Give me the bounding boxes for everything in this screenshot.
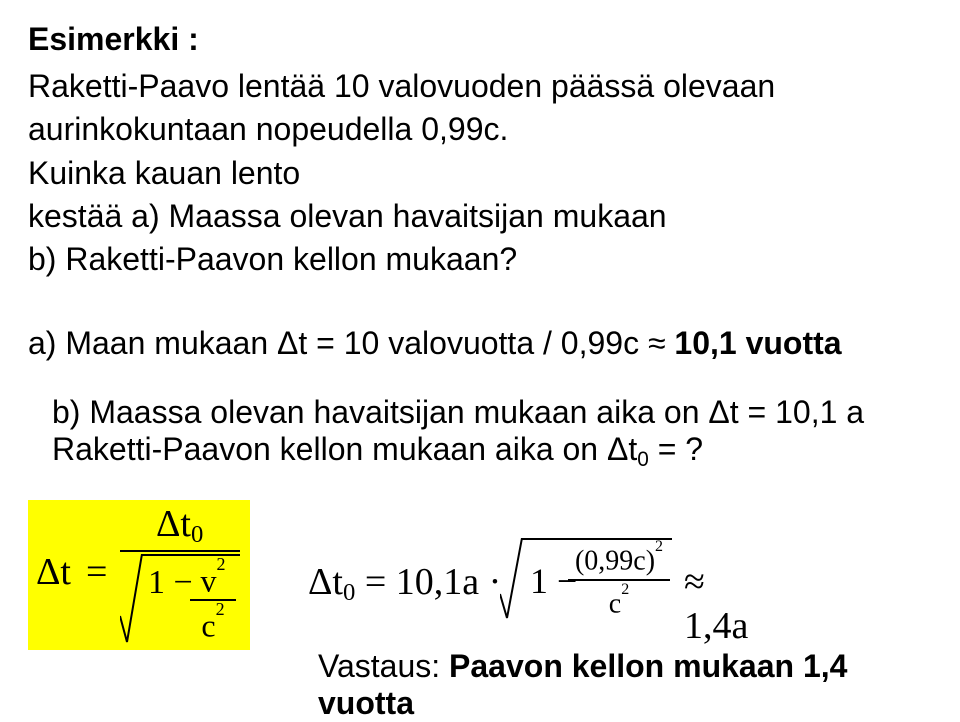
lf-frac-bot-base: c [201, 607, 215, 643]
lf-sqrt: 1 − v2 c2 [120, 554, 250, 644]
lf-num-sub: 0 [191, 521, 203, 548]
answer-a-prefix: a) Maan mukaan Δt = 10 valovuotta / 0,99… [28, 325, 674, 361]
lf-eq: = [86, 550, 107, 594]
mf-frac-line [568, 579, 670, 581]
time-dilation-formula: Δt = Δt0 1 − v2 c2 [28, 500, 250, 650]
problem-line-1: Raketti-Paavo lentää 10 valovuoden pääss… [28, 65, 932, 108]
block-b-line-2-prefix: Raketti-Paavon kellon mukaan aika on Δt [52, 431, 637, 467]
lf-fraction-bar [120, 550, 240, 552]
mf-lhs-post: = 10,1a · [355, 561, 501, 603]
final-answer: Vastaus: Paavon kellon mukaan 1,4 vuotta [318, 648, 928, 722]
calculation-formula: Δt0 = 10,1a · 1 − (0,99c)2 c2 ≈ 1,4a [308, 538, 778, 628]
mf-frac-bot-base: c [609, 589, 621, 620]
lf-frac-bot-exp: 2 [216, 599, 225, 619]
block-b: b) Maassa olevan havaitsijan mukaan aika… [28, 394, 932, 472]
block-b-line-1: b) Maassa olevan havaitsijan mukaan aika… [52, 394, 932, 431]
final-answer-prefix: Vastaus: [318, 648, 449, 684]
lf-frac-line [190, 599, 236, 601]
mf-lhs-pre: Δt [308, 561, 343, 603]
mf-lhs-sub: 0 [343, 579, 355, 606]
mf-result: ≈ 1,4a [684, 560, 778, 648]
mf-frac-bot: c2 [568, 584, 670, 618]
example-heading: Esimerkki : [28, 18, 932, 61]
problem-line-5: b) Raketti-Paavon kellon mukaan? [28, 238, 932, 281]
block-b-line-2: Raketti-Paavon kellon mukaan aika on Δt0… [52, 431, 932, 472]
formula-row: Δt = Δt0 1 − v2 c2 [28, 500, 928, 670]
lf-lhs: Δt [36, 550, 71, 594]
mf-frac-top-exp: 2 [655, 538, 663, 555]
lf-inner-fraction: v2 c2 [190, 558, 236, 641]
answer-a: a) Maan mukaan Δt = 10 valovuotta / 0,99… [28, 325, 932, 362]
radical-icon [120, 554, 144, 644]
lf-frac-top: v2 [190, 558, 236, 597]
lf-frac-top-exp: 2 [217, 554, 226, 574]
lf-frac-bot: c2 [190, 603, 236, 642]
mf-frac-top: (0,99c)2 [568, 540, 670, 576]
lf-num-sym: Δt [156, 503, 191, 545]
problem-line-2: aurinkokuntaan nopeudella 0,99c. [28, 108, 932, 151]
mf-fraction: (0,99c)2 c2 [568, 540, 670, 619]
lf-one-minus: 1 − [148, 564, 193, 602]
lf-frac-top-base: v [201, 563, 217, 599]
block-b-line-2-suffix: = ? [649, 431, 703, 467]
lf-numerator: Δt0 [156, 502, 203, 549]
block-b-sub: 0 [637, 448, 649, 471]
mf-frac-bot-exp: 2 [621, 581, 629, 598]
mf-lhs: Δt0 = 10,1a · [308, 560, 501, 607]
mf-frac-top-base: (0,99c) [575, 545, 655, 576]
problem-line-4: kestää a) Maassa olevan havaitsijan muka… [28, 195, 932, 238]
page: Esimerkki : Raketti-Paavo lentää 10 valo… [0, 0, 960, 683]
radical-icon [500, 538, 524, 620]
mf-sqrt: 1 − (0,99c)2 c2 [500, 538, 675, 620]
answer-a-value: 10,1 vuotta [674, 325, 841, 361]
problem-line-3: Kuinka kauan lento [28, 152, 932, 195]
